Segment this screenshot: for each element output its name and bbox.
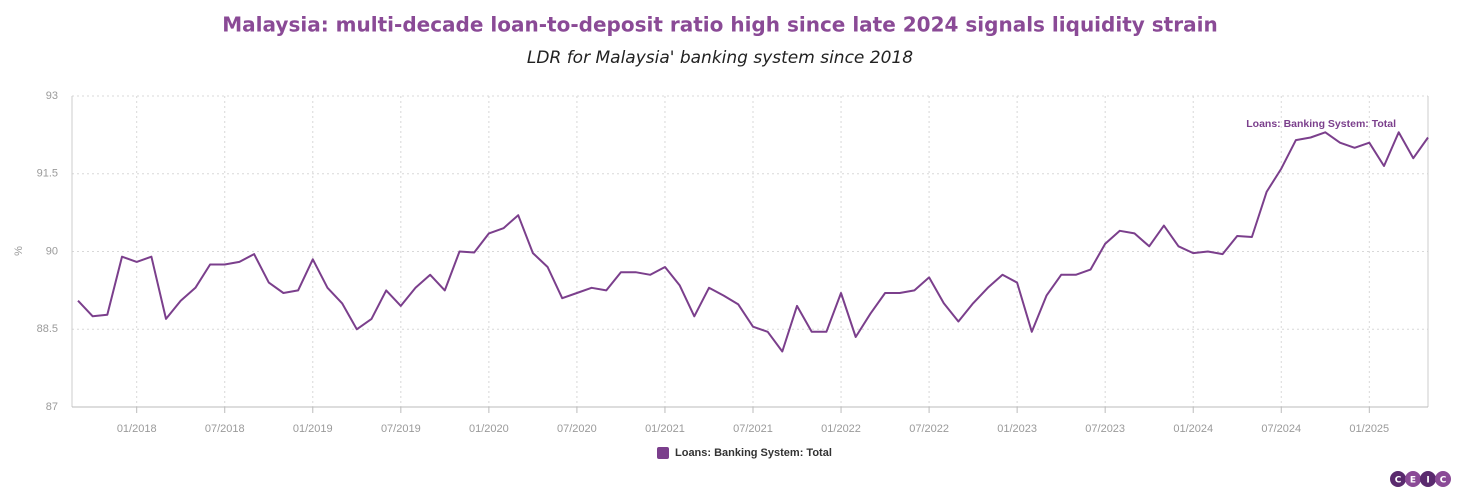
x-tick-label: 07/2019 bbox=[381, 423, 421, 435]
x-tick-label: 07/2024 bbox=[1261, 423, 1301, 435]
chart-subtitle: LDR for Malaysia' banking system since 2… bbox=[527, 48, 913, 68]
legend-label: Loans: Banking System: Total bbox=[675, 447, 832, 459]
x-tick-label: 01/2023 bbox=[997, 423, 1037, 435]
x-tick-label: 01/2019 bbox=[293, 423, 333, 435]
logo-letter: E bbox=[1410, 476, 1416, 486]
x-tick-label: 07/2021 bbox=[733, 423, 773, 435]
y-tick-label: 93 bbox=[46, 90, 58, 102]
logo-dot bbox=[1390, 471, 1406, 487]
logo-dot bbox=[1435, 471, 1451, 487]
logo-letter: C bbox=[1395, 476, 1402, 486]
y-tick-label: 90 bbox=[46, 245, 58, 257]
logo-dot bbox=[1420, 471, 1436, 487]
y-tick-label: 87 bbox=[46, 401, 58, 413]
y-axis-label: % bbox=[13, 246, 25, 256]
x-tick-label: 01/2018 bbox=[117, 423, 157, 435]
chart-title: Malaysia: multi-decade loan-to-deposit r… bbox=[222, 13, 1217, 37]
y-tick-label: 91.5 bbox=[37, 168, 58, 180]
x-tick-label: 01/2025 bbox=[1349, 423, 1389, 435]
legend-swatch bbox=[657, 447, 669, 459]
series-line bbox=[77, 131, 1429, 353]
logo-letter: I bbox=[1426, 476, 1429, 486]
x-tick-label: 01/2022 bbox=[821, 423, 861, 435]
x-tick-label: 01/2024 bbox=[1173, 423, 1213, 435]
y-tick-label: 88.5 bbox=[37, 323, 58, 335]
x-tick-label: 07/2023 bbox=[1085, 423, 1125, 435]
x-tick-label: 07/2018 bbox=[205, 423, 245, 435]
x-tick-label: 07/2020 bbox=[557, 423, 597, 435]
x-tick-label: 01/2021 bbox=[645, 423, 685, 435]
logo-letter: C bbox=[1440, 476, 1447, 486]
x-tick-label: 07/2022 bbox=[909, 423, 949, 435]
annotation: Loans: Banking System: Total bbox=[1246, 118, 1396, 130]
x-tick-label: 01/2020 bbox=[469, 423, 509, 435]
logo-dot bbox=[1405, 471, 1421, 487]
